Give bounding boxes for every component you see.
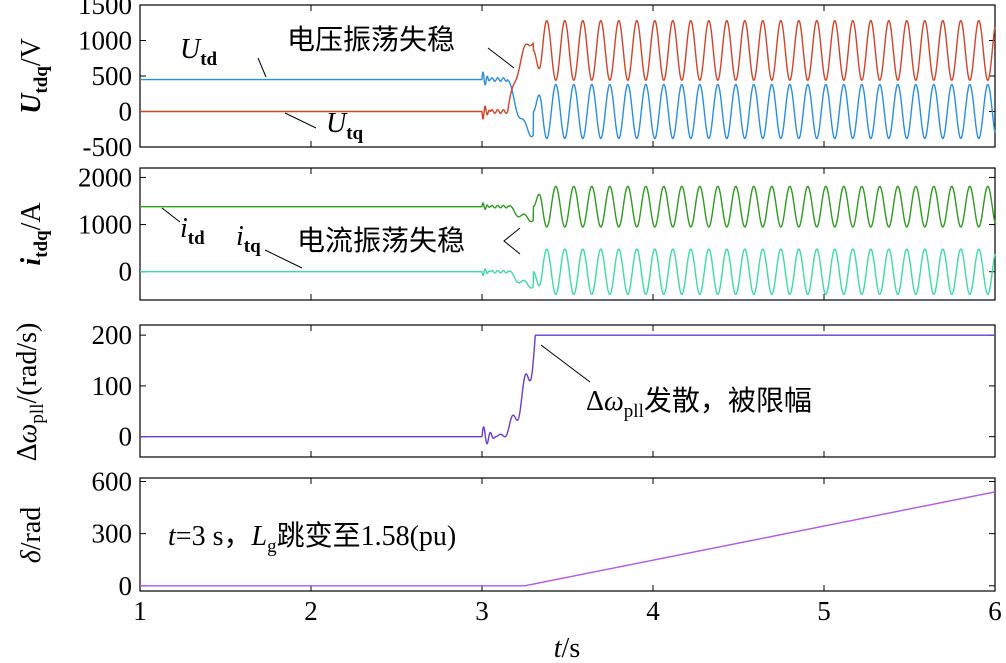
series-i-1 (139, 248, 996, 296)
series-i-0 (139, 185, 996, 228)
voltage-osc-leader (487, 47, 515, 69)
itd-leader (161, 207, 181, 223)
x-tick-label: 1 (133, 596, 147, 626)
y-tick-label: 0 (119, 97, 133, 127)
series-lines (139, 19, 996, 587)
y-tick-label: 0 (119, 422, 133, 452)
panel-2-frame (139, 167, 996, 301)
x-tick-label: 2 (304, 596, 318, 626)
current-osc-annotation: 电流振荡失稳 (297, 225, 465, 257)
y-tick-label: 1000 (78, 210, 132, 240)
x-axis-label: t/s (554, 633, 580, 663)
utq-series-label: Utq (326, 108, 364, 144)
y-tick-label: 100 (92, 371, 133, 401)
y-tick-label: -500 (83, 132, 133, 162)
y-tick-label: 1000 (78, 26, 132, 56)
pll-annotation: Δωpll发散，被限幅 (586, 385, 812, 422)
x-tick-label: 4 (646, 596, 660, 626)
utd-series-label: Utd (180, 34, 218, 70)
itd-series-label: itd (180, 213, 205, 249)
series-u-0 (139, 71, 996, 140)
itq-leader (264, 249, 303, 269)
y-tick-label: 0 (119, 257, 133, 287)
y-tick-label: 2000 (78, 162, 132, 192)
panel-4-ylabel: δ/rad (16, 507, 47, 564)
y-tick-label: 200 (92, 320, 133, 350)
x-ticks: 1 2 3 4 5 6 (133, 5, 1002, 626)
y-tick-label: 600 (92, 466, 133, 496)
panel-1-ylabel: Utdq/V (16, 38, 52, 114)
current-osc-leader (503, 227, 521, 255)
itq-series-label: itq (236, 221, 261, 257)
y-tick-label: 1500 (78, 0, 132, 20)
panel-2-ylabel: itdq/A (16, 202, 52, 266)
panel-3-ylabel: Δωpll/(rad/s) (12, 323, 48, 462)
panel-4-frame (139, 477, 996, 592)
x-tick-label: 6 (988, 596, 1002, 626)
utd-leader (257, 57, 267, 78)
panel-3-frame (139, 324, 996, 458)
pll-leader (540, 344, 591, 383)
x-tick-label: 5 (817, 596, 831, 626)
x-tick-label: 3 (475, 596, 489, 626)
y-tick-label: 0 (119, 571, 133, 601)
series-delta (139, 491, 996, 587)
y-tick-label: 300 (92, 519, 133, 549)
utq-leader (284, 112, 317, 129)
series-u-1 (139, 19, 996, 120)
y-tick-label: 500 (92, 61, 133, 91)
series-dw-pll (139, 334, 996, 445)
event-annotation: t=3 s，Lg跳变至1.58(pu) (168, 520, 456, 557)
voltage-osc-annotation: 电压振荡失稳 (287, 24, 455, 56)
